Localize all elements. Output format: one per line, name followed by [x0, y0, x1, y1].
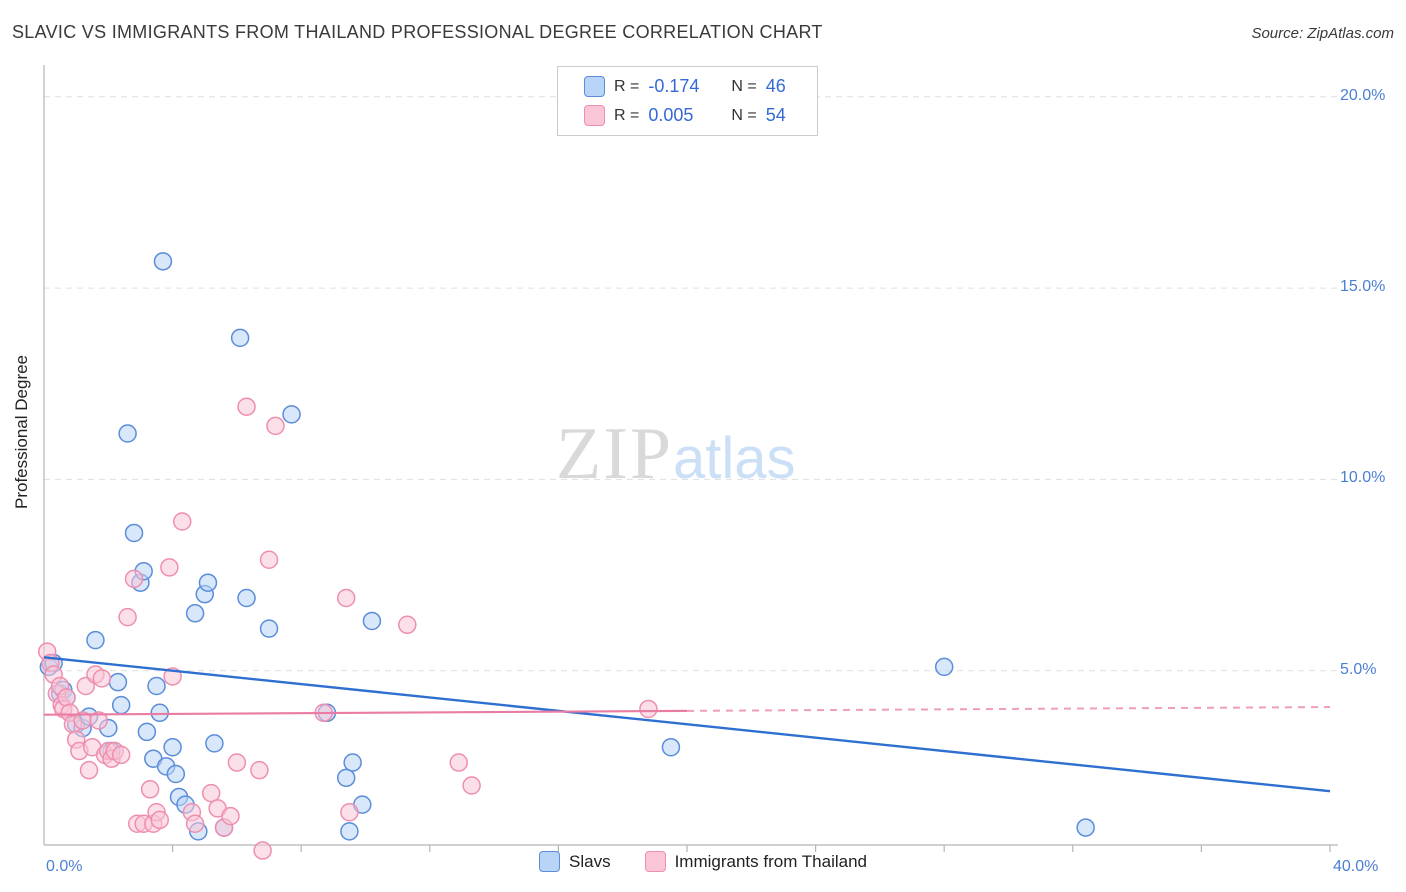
- scatter-point-thailand: [336, 588, 356, 608]
- scatter-point-slavs: [259, 619, 279, 638]
- legend-entry-thailand: Immigrants from Thailand: [644, 851, 867, 872]
- scatter-point-thailand: [259, 550, 279, 569]
- thailand-swatch-icon: [644, 851, 666, 872]
- trend-line-thailand-solid: [43, 709, 688, 716]
- legend-row-slavs: R = -0.174 N = 46: [584, 76, 803, 97]
- scatter-point-thailand: [92, 669, 112, 688]
- scatter-point-thailand: [185, 814, 205, 833]
- trend-line-slavs: [43, 656, 1331, 793]
- scatter-point-slavs: [150, 703, 169, 723]
- scatter-point-thailand: [172, 512, 192, 531]
- scatter-point-slavs: [343, 753, 362, 772]
- r-value-thailand: 0.005: [648, 105, 694, 125]
- scatter-point-slavs: [340, 822, 359, 841]
- series-legend: Slavs Immigrants from Thailand: [0, 851, 1406, 872]
- scatter-point-slavs: [111, 695, 131, 715]
- watermark-zip: ZIP: [556, 413, 673, 495]
- page-title: SLAVIC VS IMMIGRANTS FROM THAILAND PROFE…: [12, 22, 823, 42]
- scatter-point-thailand: [237, 397, 256, 416]
- scatter-point-slavs: [153, 252, 173, 271]
- scatter-point-thailand: [201, 783, 221, 803]
- scatter-point-thailand: [253, 841, 272, 860]
- scatter-point-thailand: [124, 569, 144, 589]
- scatter-point-thailand: [160, 558, 179, 577]
- source-attribution: Source: ZipAtlas.com: [1251, 25, 1394, 42]
- r-label: R =: [614, 106, 640, 124]
- correlation-legend-box: R = -0.174 N = 46 R = 0.005 N = 54: [557, 66, 818, 136]
- x-axis-min-label: 0.0%: [46, 858, 83, 875]
- legend-row-thailand: R = 0.005 N = 54: [584, 105, 803, 126]
- legend-entry-slavs: Slavs: [539, 851, 611, 872]
- thailand-swatch-icon: [584, 105, 605, 126]
- scatter-point-slavs: [336, 768, 356, 788]
- watermark-atlas: atlas: [673, 426, 796, 491]
- scatter-point-thailand: [118, 607, 137, 627]
- scatter-point-slavs: [237, 588, 256, 608]
- scatter-point-slavs: [108, 672, 128, 692]
- legend-label-slavs: Slavs: [569, 851, 611, 871]
- scatter-point-thailand: [449, 753, 468, 772]
- scatter-point-thailand: [639, 699, 658, 719]
- y-tick-20: 20.0%: [1340, 87, 1386, 104]
- zipatlas-watermark: ZIPatlas: [556, 412, 796, 497]
- scatter-point-thailand: [398, 615, 417, 635]
- scatter-point-slavs: [86, 630, 105, 650]
- scatter-point-thailand: [221, 806, 240, 826]
- scatter-point-thailand: [89, 711, 108, 730]
- scatter-point-slavs: [934, 657, 954, 677]
- y-tick-10: 10.0%: [1340, 469, 1386, 486]
- scatter-point-slavs: [147, 676, 166, 696]
- scatter-point-slavs: [205, 734, 224, 753]
- scatter-point-thailand: [140, 780, 160, 799]
- scatter-point-slavs: [185, 604, 205, 623]
- r-value-slavs: -0.174: [648, 76, 700, 96]
- scatter-point-thailand: [227, 753, 247, 772]
- scatter-point-slavs: [163, 737, 182, 757]
- scatter-point-slavs: [166, 764, 186, 784]
- scatter-point-thailand: [250, 760, 269, 780]
- x-axis-max-label: 40.0%: [1333, 858, 1379, 875]
- scatter-point-slavs: [230, 328, 250, 348]
- scatter-point-slavs: [362, 611, 382, 631]
- y-tick-5: 5.0%: [1340, 661, 1377, 678]
- scatter-point-slavs: [661, 737, 681, 757]
- trend-line-thailand-dashed: [686, 706, 1331, 712]
- scatter-point-slavs: [198, 573, 218, 592]
- y-tick-15: 15.0%: [1340, 278, 1386, 295]
- n-label: N =: [731, 106, 757, 124]
- r-label: R =: [614, 77, 640, 95]
- slavs-swatch-icon: [584, 76, 605, 97]
- scatter-point-thailand: [340, 803, 359, 822]
- scatter-point-thailand: [79, 760, 99, 780]
- scatter-point-slavs: [282, 405, 301, 424]
- n-value-thailand: 54: [765, 105, 786, 125]
- scatter-point-slavs: [137, 722, 157, 742]
- scatter-point-slavs: [118, 424, 137, 443]
- scatter-point-slavs: [124, 523, 144, 543]
- scatter-point-slavs: [1076, 818, 1095, 837]
- n-label: N =: [731, 77, 757, 95]
- scatter-point-thailand: [150, 810, 169, 830]
- slavs-swatch-icon: [539, 851, 560, 872]
- scatter-point-thailand: [57, 688, 76, 707]
- legend-label-thailand: Immigrants from Thailand: [674, 851, 867, 871]
- scatter-point-thailand: [462, 776, 481, 795]
- scatter-point-thailand: [111, 745, 131, 765]
- n-value-slavs: 46: [765, 76, 786, 96]
- scatter-point-thailand: [266, 416, 285, 436]
